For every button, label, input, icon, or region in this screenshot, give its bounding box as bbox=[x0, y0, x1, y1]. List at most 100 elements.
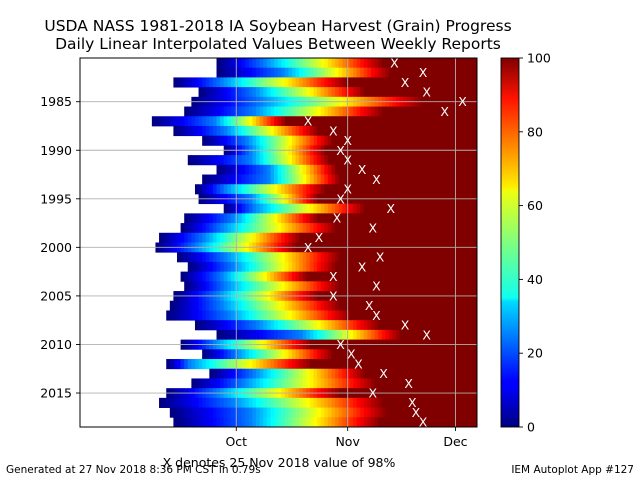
heat-cell bbox=[360, 116, 365, 127]
heat-cell bbox=[457, 155, 462, 166]
heat-cell bbox=[187, 232, 192, 243]
heat-cell bbox=[417, 116, 422, 127]
heat-cell bbox=[281, 106, 286, 117]
heat-cell bbox=[256, 184, 261, 195]
heat-cell bbox=[388, 261, 393, 273]
heat-cell bbox=[241, 116, 246, 127]
heat-cell bbox=[403, 407, 408, 418]
heat-cell bbox=[248, 378, 253, 389]
heat-cell bbox=[162, 397, 167, 408]
heat-cell bbox=[374, 223, 379, 234]
heat-cell bbox=[410, 125, 415, 137]
heat-cell bbox=[281, 135, 286, 146]
heat-cell bbox=[284, 135, 289, 146]
colorbar-gradient bbox=[500, 57, 520, 428]
heat-cell bbox=[471, 213, 476, 224]
heat-cell bbox=[263, 252, 268, 263]
heat-cell bbox=[342, 261, 347, 273]
heat-cell bbox=[241, 77, 246, 88]
heat-cell bbox=[291, 184, 296, 195]
heat-cell bbox=[410, 359, 415, 370]
heat-cell bbox=[173, 116, 178, 127]
heat-cell bbox=[187, 125, 192, 137]
heat-cell bbox=[166, 310, 171, 321]
heat-cell bbox=[435, 184, 440, 195]
heat-cell bbox=[205, 232, 210, 243]
heat-cell bbox=[331, 135, 336, 146]
heat-cell bbox=[299, 310, 304, 321]
heat-cell bbox=[248, 116, 253, 127]
heat-cell bbox=[468, 77, 473, 88]
heat-cell bbox=[450, 116, 455, 127]
heat-cell bbox=[313, 320, 318, 331]
heat-cell bbox=[360, 310, 365, 321]
heat-cell bbox=[263, 261, 268, 273]
heat-cell bbox=[406, 359, 411, 370]
heat-cell bbox=[424, 58, 429, 69]
heat-cell bbox=[442, 261, 447, 273]
heat-cell bbox=[209, 300, 214, 311]
heat-cell bbox=[360, 232, 365, 243]
heat-cell bbox=[216, 359, 221, 370]
heat-cell bbox=[414, 261, 419, 273]
heat-cell bbox=[424, 407, 429, 418]
heat-cell bbox=[335, 252, 340, 263]
heat-cell bbox=[374, 300, 379, 311]
heat-cell bbox=[245, 213, 250, 224]
heat-cell bbox=[381, 378, 386, 389]
heat-cell bbox=[302, 349, 307, 360]
heat-cell bbox=[223, 213, 228, 224]
heat-cell bbox=[475, 417, 477, 428]
x-tick-label: Oct bbox=[225, 434, 247, 449]
heat-cell bbox=[349, 397, 354, 408]
heat-cell bbox=[428, 261, 433, 273]
heat-cell bbox=[424, 213, 429, 224]
heat-cell bbox=[457, 252, 462, 263]
heat-cell bbox=[209, 407, 214, 418]
heat-cell bbox=[392, 368, 397, 379]
heat-cell bbox=[317, 417, 322, 428]
heat-cell bbox=[349, 320, 354, 331]
heat-cell bbox=[331, 368, 336, 379]
heat-cell bbox=[245, 223, 250, 234]
heat-cell bbox=[378, 378, 383, 389]
heat-cell bbox=[360, 67, 365, 78]
heat-cell bbox=[442, 349, 447, 360]
heat-cell bbox=[238, 407, 243, 418]
heat-cell bbox=[241, 261, 246, 273]
heat-cell bbox=[468, 271, 473, 282]
heat-cell bbox=[248, 397, 253, 408]
heat-cell bbox=[410, 164, 415, 175]
heat-cell bbox=[324, 213, 329, 224]
heat-cell bbox=[471, 184, 476, 195]
heat-cell bbox=[324, 252, 329, 263]
heat-cell bbox=[450, 407, 455, 418]
heat-cell bbox=[202, 407, 207, 418]
heat-cell bbox=[194, 223, 199, 234]
heat-cell bbox=[252, 417, 257, 428]
heat-cell bbox=[460, 77, 465, 88]
heat-cell bbox=[342, 184, 347, 195]
heat-cell bbox=[460, 320, 465, 331]
heat-cell bbox=[288, 378, 293, 389]
heat-cell bbox=[421, 58, 426, 69]
heat-cell bbox=[421, 67, 426, 78]
heat-cell bbox=[223, 329, 228, 340]
heat-cell bbox=[360, 417, 365, 428]
heat-cell bbox=[385, 58, 390, 69]
heat-cell bbox=[338, 417, 343, 428]
heat-cell bbox=[349, 58, 354, 69]
heat-cell bbox=[284, 320, 289, 331]
heat-cell bbox=[299, 368, 304, 379]
heat-cell bbox=[295, 106, 300, 117]
heat-cell bbox=[209, 213, 214, 224]
heat-cell bbox=[378, 125, 383, 137]
heat-cell bbox=[446, 155, 451, 166]
heat-cell bbox=[216, 184, 221, 195]
heat-cell bbox=[457, 116, 462, 127]
heat-cell bbox=[320, 281, 325, 292]
heat-cell bbox=[363, 252, 368, 263]
heat-cell bbox=[367, 58, 372, 69]
heat-cell bbox=[349, 106, 354, 117]
